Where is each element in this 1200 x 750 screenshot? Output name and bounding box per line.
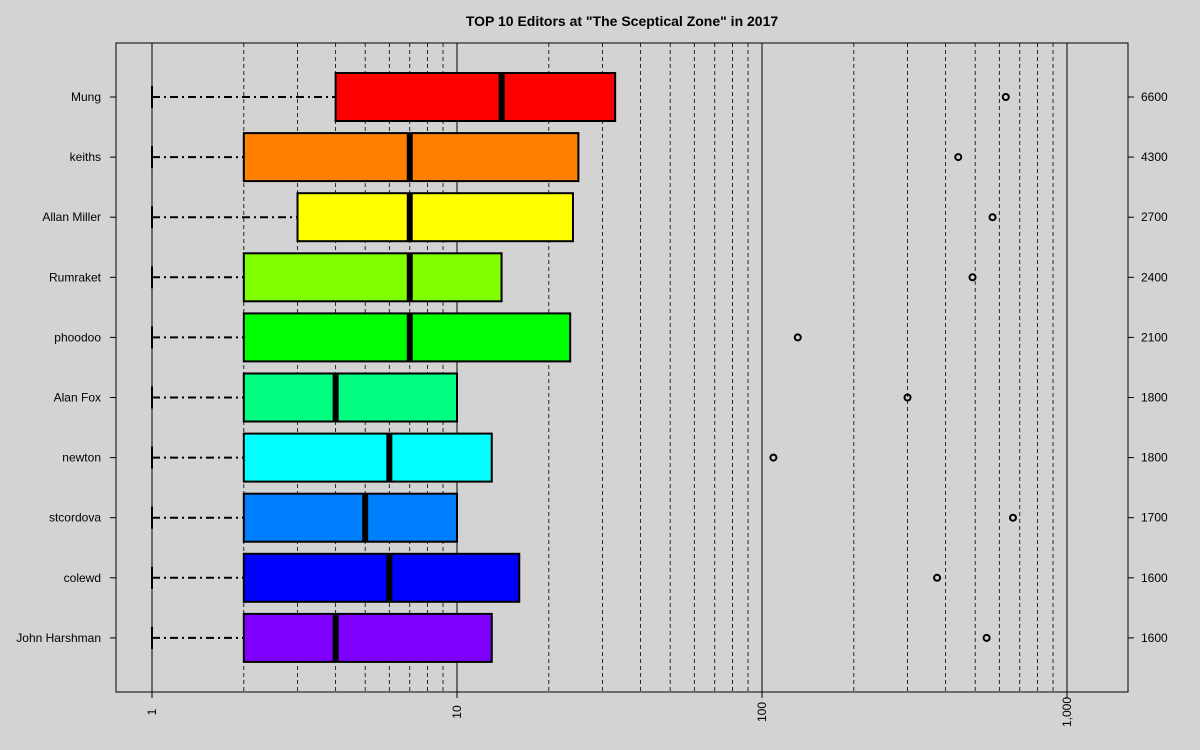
outlier-point	[769, 453, 778, 462]
box-body	[242, 552, 521, 603]
category-label: keiths	[70, 150, 101, 164]
outlier-point	[954, 153, 963, 162]
x-axis: 1 10 100 1,000	[145, 692, 1074, 727]
outlier-point	[968, 273, 977, 282]
category-label: Mung	[71, 90, 101, 104]
box-body	[242, 432, 493, 483]
category-label: stcordova	[49, 511, 101, 525]
box-keiths	[151, 132, 963, 183]
box-body	[242, 252, 503, 303]
category-label: phoodoo	[54, 330, 101, 344]
box-body	[334, 72, 617, 122]
right-label: 1800	[1141, 451, 1168, 465]
box-alan-fox	[151, 372, 912, 423]
right-label: 1800	[1141, 391, 1168, 405]
box-body	[242, 612, 493, 663]
right-labels: 6600 4300 2700 2400 2100 1800 1800 1700 1600 1600	[1128, 90, 1168, 645]
right-label: 2100	[1141, 330, 1168, 344]
category-labels: Mung keiths Allan Miller Rumraket phoodoo Ala…	[16, 90, 116, 645]
box-john-harshman	[151, 612, 991, 663]
box-body	[242, 492, 458, 543]
x-tick-label: 100	[755, 702, 769, 722]
category-label: Rumraket	[49, 270, 102, 284]
box-allan-miller	[151, 192, 997, 243]
outlier-point	[988, 213, 997, 222]
plot-frame	[115, 42, 1129, 693]
category-label: John Harshman	[16, 631, 101, 645]
right-label: 6600	[1141, 90, 1168, 104]
x-tick-label: 1	[145, 708, 159, 715]
box-phoodoo	[151, 312, 802, 363]
right-label: 1600	[1141, 631, 1168, 645]
outlier-point	[903, 393, 912, 402]
boxes	[151, 72, 1017, 663]
chart-title: TOP 10 Editors at "The Sceptical Zone" i…	[466, 13, 779, 29]
box-newton	[151, 432, 778, 483]
category-label: Allan Miller	[42, 210, 101, 224]
outlier-point	[1001, 93, 1010, 101]
category-label: Alan Fox	[54, 391, 101, 405]
x-tick-label: 1,000	[1060, 697, 1074, 727]
box-mung	[151, 72, 1010, 122]
category-label: newton	[62, 451, 101, 465]
right-label: 1600	[1141, 571, 1168, 585]
right-label: 2400	[1141, 270, 1168, 284]
x-tick-label: 10	[450, 705, 464, 719]
box-rumraket	[151, 252, 977, 303]
box-body	[242, 372, 458, 423]
category-label: colewd	[64, 571, 101, 585]
box-body	[296, 192, 574, 243]
box-colewd	[151, 552, 942, 603]
outlier-point	[933, 573, 942, 582]
right-label: 4300	[1141, 150, 1168, 164]
box-stcordova	[151, 492, 1017, 543]
right-label: 1700	[1141, 511, 1168, 525]
outlier-point	[793, 333, 802, 342]
outlier-point	[982, 633, 991, 642]
outlier-point	[1008, 513, 1017, 522]
right-label: 2700	[1141, 210, 1168, 224]
